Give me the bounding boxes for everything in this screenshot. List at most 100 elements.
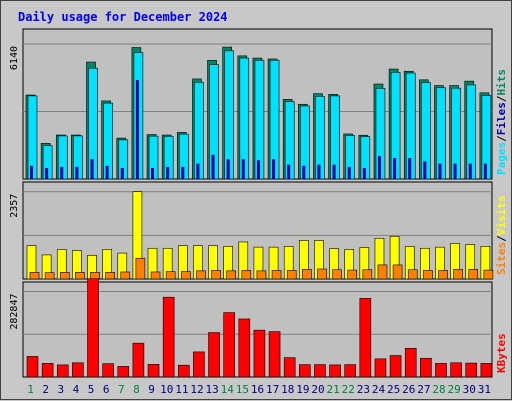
day-label: 30 (463, 383, 476, 396)
bar-sites (135, 257, 146, 280)
bar-kbytes (420, 357, 432, 378)
day-label: 1 (27, 383, 34, 396)
side-label-pages: Pages (495, 142, 508, 175)
bar-kbytes (193, 351, 205, 378)
day-label: 31 (478, 383, 491, 396)
day-label: 12 (190, 383, 203, 396)
day-label: 20 (311, 383, 324, 396)
bar-sites (29, 272, 40, 280)
bar-files (151, 168, 155, 179)
bar-kbytes (162, 296, 175, 378)
bar-kbytes (147, 364, 160, 378)
day-label: 22 (342, 383, 355, 396)
bar-kbytes (404, 347, 417, 378)
bar-files (362, 168, 366, 179)
bar-sites (332, 269, 342, 280)
bar-kbytes (480, 363, 493, 378)
day-label: 15 (236, 383, 249, 396)
chart-title: Daily usage for December 2024 (18, 10, 228, 24)
bar-kbytes (223, 312, 235, 378)
bar-sites (468, 269, 479, 280)
day-label: 13 (205, 383, 218, 396)
day-label: 17 (266, 383, 279, 396)
bar-sites (423, 270, 433, 280)
day-label: 23 (357, 383, 370, 396)
bar-sites (286, 270, 297, 280)
bar-files (453, 163, 457, 179)
side-label-files: Files (495, 102, 508, 135)
day-label: 10 (160, 383, 173, 396)
side-label-separator: / (495, 135, 508, 142)
bar-kbytes (329, 364, 341, 378)
day-label: 5 (88, 383, 95, 396)
bar-files (287, 164, 291, 179)
bar-kbytes (389, 355, 402, 378)
bar-files (302, 165, 306, 179)
bar-files (347, 166, 351, 179)
bar-sites (241, 270, 252, 280)
bar-kbytes (117, 366, 130, 378)
day-label: 6 (103, 383, 110, 396)
day-label: 24 (372, 383, 386, 396)
bar-files (181, 166, 185, 179)
bar-kbytes (435, 363, 447, 378)
bar-kbytes (26, 356, 39, 378)
day-label: 21 (327, 383, 340, 396)
bar-kbytes (283, 357, 296, 378)
bar-kbytes (72, 362, 84, 378)
day-label: 18 (281, 383, 294, 396)
bar-files (120, 168, 124, 179)
day-label: 7 (118, 383, 125, 396)
side-label-separator: / (495, 95, 508, 102)
bar-kbytes (177, 364, 190, 378)
bar-kbytes (344, 364, 357, 378)
day-label: 16 (251, 383, 264, 396)
bar-files (166, 166, 170, 179)
side-label-hits: Hits (495, 69, 508, 96)
bar-files (256, 160, 260, 179)
bar-files (241, 159, 245, 179)
bar-sites (59, 272, 70, 280)
bar-files (30, 165, 33, 179)
bar-sites (75, 272, 85, 280)
day-label: 19 (296, 383, 309, 396)
bar-sites (105, 272, 115, 280)
bar-kbytes (238, 318, 251, 378)
day-label: 26 (402, 383, 415, 396)
bar-kbytes (450, 362, 462, 378)
side-label-kbytes: KBytes (495, 333, 508, 373)
bar-kbytes (56, 364, 69, 378)
bar-sites (407, 269, 418, 280)
bar-files (483, 163, 487, 179)
bar-files (196, 163, 200, 179)
bar-sites (180, 271, 191, 280)
bar-files (135, 80, 139, 179)
day-label: 25 (387, 383, 400, 396)
day-label: 29 (448, 383, 461, 396)
bar-files (332, 164, 336, 179)
bar-sites (483, 269, 494, 280)
bar-sites (44, 272, 55, 280)
day-label: 27 (417, 383, 430, 396)
bar-files (226, 159, 230, 179)
bar-kbytes (374, 358, 387, 378)
ymax-label-kbytes: 282847 (9, 294, 20, 330)
bar-files (438, 163, 442, 179)
bar-files (60, 166, 64, 179)
day-label: 4 (73, 383, 80, 396)
bar-sites (150, 271, 161, 280)
bar-kbytes (359, 298, 372, 378)
bar-sites (362, 269, 373, 280)
bar-files (211, 154, 215, 179)
day-label: 3 (58, 383, 65, 396)
bar-sites (271, 270, 282, 280)
bar-files (105, 165, 109, 179)
day-label: 9 (148, 383, 155, 396)
bar-files (468, 163, 472, 179)
bar-files (408, 158, 412, 179)
day-label: 28 (432, 383, 445, 396)
bar-sites (317, 268, 327, 280)
bar-sites (392, 264, 403, 280)
bar-kbytes (87, 278, 99, 378)
